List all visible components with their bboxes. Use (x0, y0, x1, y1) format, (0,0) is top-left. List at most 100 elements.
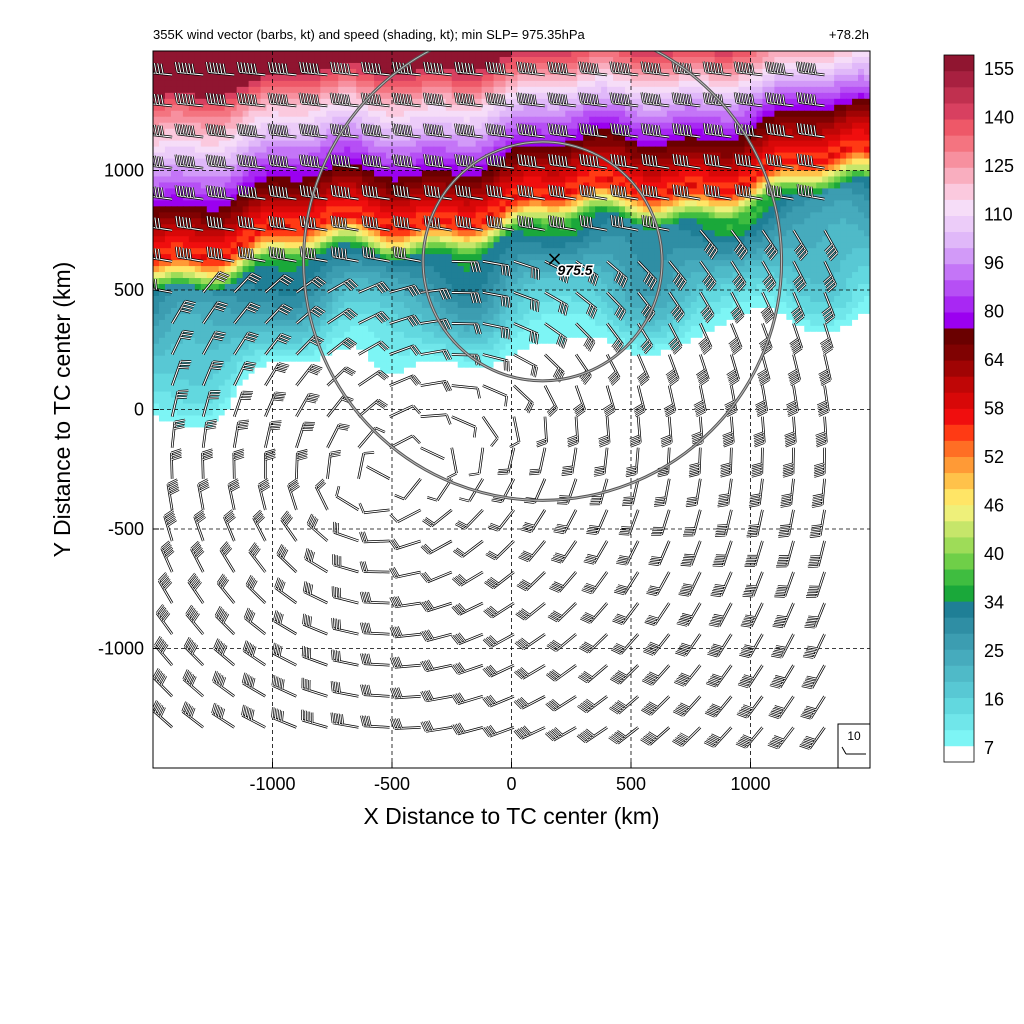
speed-cell (445, 128, 453, 136)
speed-cell (780, 56, 787, 64)
speed-cell (744, 164, 752, 172)
speed-cell (577, 68, 584, 76)
speed-cell (619, 200, 626, 207)
speed-cell (571, 248, 578, 255)
speed-cell (756, 224, 764, 231)
speed-cell (200, 254, 208, 261)
speed-cell (744, 116, 752, 124)
speed-cell (212, 152, 220, 160)
speed-cell (583, 140, 590, 148)
speed-cell (750, 56, 758, 64)
speed-cell (153, 182, 160, 190)
speed-cell (642, 272, 650, 279)
speed-cell (153, 236, 160, 243)
speed-cell (290, 68, 297, 76)
speed-cell (320, 218, 327, 225)
speed-cell (702, 236, 710, 243)
speed-cell (577, 194, 584, 201)
speed-cell (158, 116, 166, 124)
speed-cell (290, 212, 297, 219)
speed-cell (200, 80, 208, 88)
speed-cell (409, 68, 417, 76)
speed-cell (350, 230, 357, 237)
speed-cell (601, 56, 608, 64)
speed-cell (607, 176, 614, 184)
speed-cell (374, 260, 381, 267)
speed-cell (828, 116, 835, 124)
speed-cell (176, 80, 184, 88)
speed-cell (553, 278, 560, 285)
speed-cell (386, 295, 393, 303)
speed-cell (302, 86, 309, 94)
speed-cell (613, 224, 620, 231)
speed-cell (224, 104, 232, 112)
speed-cell (206, 212, 214, 219)
speed-cell (433, 218, 441, 225)
speed-cell (164, 218, 172, 225)
speed-cell (666, 248, 674, 255)
speed-cell (840, 74, 847, 82)
speed-cell (559, 134, 566, 142)
speed-cell (415, 140, 423, 148)
speed-cell (804, 236, 811, 243)
speed-cell (153, 56, 160, 64)
speed-cell (439, 170, 447, 178)
speed-cell (403, 278, 411, 285)
speed-cell (702, 51, 710, 58)
speed-cell (834, 278, 841, 285)
speed-cell (774, 272, 781, 279)
speed-cell (153, 152, 160, 160)
speed-cell (409, 200, 417, 207)
speed-cell (625, 272, 632, 279)
speed-cell (242, 86, 250, 94)
speed-cell (188, 176, 196, 184)
speed-cell (427, 51, 435, 58)
speed-cell (756, 242, 764, 249)
speed-cell (744, 284, 752, 291)
speed-cell (439, 200, 447, 207)
speed-cell (834, 92, 841, 100)
speed-cell (762, 134, 770, 142)
speed-cell (792, 152, 799, 160)
speed-cell (702, 272, 710, 279)
speed-cell (392, 140, 399, 148)
speed-cell (230, 260, 238, 267)
speed-cell (732, 278, 740, 285)
speed-cell (660, 212, 668, 219)
speed-cell (696, 86, 704, 94)
speed-cell (463, 51, 471, 58)
speed-cell (684, 134, 692, 142)
speed-cell (846, 266, 853, 273)
speed-cell (762, 80, 770, 88)
speed-cell (374, 51, 381, 58)
speed-cell (517, 134, 525, 142)
speed-cell (780, 266, 787, 273)
speed-cell (589, 236, 596, 243)
speed-cell (176, 236, 184, 243)
speed-cell (660, 146, 668, 154)
speed-cell (421, 290, 429, 297)
speed-cell (164, 188, 172, 195)
speed-cell (792, 158, 799, 166)
speed-cell (451, 206, 459, 213)
speed-cell (463, 260, 471, 267)
speed-cell (828, 266, 835, 273)
speed-cell (236, 110, 244, 118)
speed-cell (553, 170, 560, 178)
speed-cell (642, 260, 650, 267)
speed-cell (397, 295, 405, 303)
speed-cell (577, 224, 584, 231)
speed-cell (577, 290, 584, 297)
speed-cell (499, 116, 507, 124)
speed-cell (726, 200, 734, 207)
speed-cell (487, 236, 495, 243)
speed-cell (326, 200, 333, 207)
speed-cell (362, 248, 369, 255)
speed-cell (236, 206, 244, 213)
speed-cell (625, 74, 632, 82)
speed-cell (260, 188, 268, 195)
speed-cell (858, 266, 865, 273)
speed-cell (386, 218, 393, 225)
speed-cell (517, 110, 525, 118)
speed-cell (409, 170, 417, 178)
